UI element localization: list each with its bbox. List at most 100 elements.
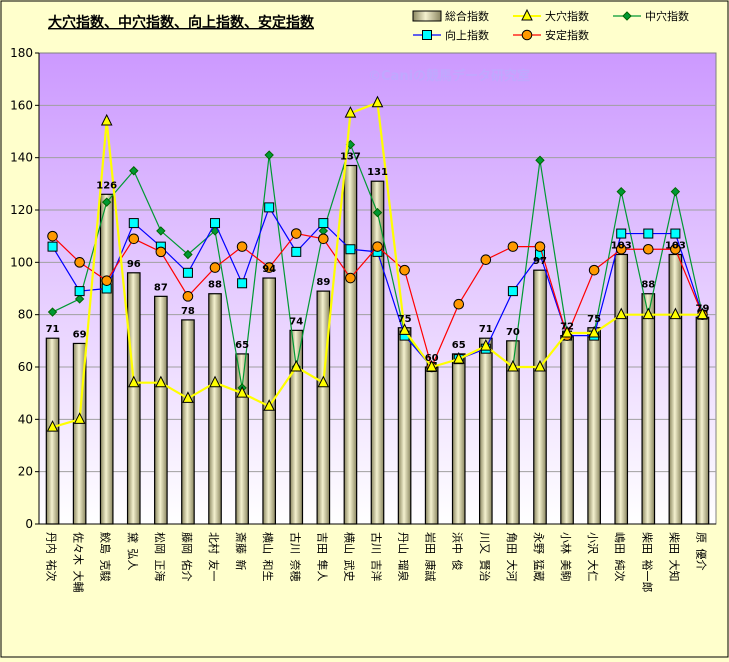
point <box>616 228 627 239</box>
point <box>155 375 167 388</box>
data-label: 88 <box>208 280 222 291</box>
x-tick-label: 角田 大河 <box>505 532 519 582</box>
data-label: 87 <box>154 282 168 293</box>
bar <box>587 327 601 525</box>
legend-label: 向上指数 <box>445 28 489 42</box>
data-label: 75 <box>587 314 601 325</box>
bar <box>451 353 466 525</box>
point <box>264 202 275 213</box>
point <box>128 218 139 229</box>
point <box>480 338 492 351</box>
bar <box>289 329 304 525</box>
y-tick-label: 60 <box>18 360 33 374</box>
data-label: 74 <box>289 316 303 327</box>
point <box>236 241 248 252</box>
bar <box>641 293 656 525</box>
legend-label: 安定指数 <box>545 28 589 42</box>
data-label: 75 <box>398 314 412 325</box>
x-tick-label: 鮫島 克駿 <box>99 532 113 582</box>
point <box>643 243 654 255</box>
y-tick-label: 180 <box>10 46 33 60</box>
point <box>182 391 194 403</box>
y-tick-label: 0 <box>25 517 33 531</box>
axis-layer: 0 20 40 60 80 100 120 140 160 180 丹内 祐次 佐々木 大輔 鮫島 克駿… <box>10 46 716 593</box>
point <box>74 294 85 304</box>
point <box>100 113 113 126</box>
bar <box>316 290 331 525</box>
line-layer <box>46 95 709 432</box>
data-label: 60 <box>425 353 439 364</box>
point <box>318 233 329 245</box>
data-label: 97 <box>533 256 547 267</box>
data-label: 70 <box>506 327 520 338</box>
x-tick-label: 北村 友一 <box>207 532 221 582</box>
point <box>399 264 410 276</box>
data-label: 69 <box>73 329 87 340</box>
point <box>182 291 194 302</box>
bar <box>181 319 195 525</box>
bar <box>614 253 629 525</box>
y-tick-label: 100 <box>10 255 33 269</box>
point <box>615 243 627 255</box>
x-tick-label: 嶋田 純次 <box>613 532 627 582</box>
point <box>129 166 139 176</box>
data-label: 88 <box>641 280 655 291</box>
point <box>263 262 275 273</box>
x-tick-label: 川又 賢治 <box>478 532 492 582</box>
x-tick-label: 丹山 瑠泉 <box>397 532 411 582</box>
chart-title: 大穴指数、中穴指数、向上指数、安定指数 <box>48 14 315 31</box>
point <box>507 359 519 372</box>
point <box>372 241 383 252</box>
point <box>588 264 600 276</box>
point <box>670 243 681 255</box>
x-tick-label: 吉田 隼人 <box>315 532 329 582</box>
point <box>670 228 681 239</box>
y-tick-label: 80 <box>18 308 33 322</box>
point <box>669 307 682 320</box>
point <box>521 29 533 41</box>
bar <box>424 366 439 525</box>
x-tick-label: 柴田 大知 <box>667 532 681 582</box>
x-tick-label: 丹内 祐次 <box>45 532 59 582</box>
x-tick-label: 横山 武史 <box>342 532 356 582</box>
point <box>622 11 632 21</box>
x-tick-label: 藤岡 佑介 <box>180 532 194 582</box>
data-label: 126 <box>96 180 117 191</box>
data-label: 89 <box>316 277 330 288</box>
point <box>696 307 709 320</box>
data-label: 94 <box>262 264 276 275</box>
point <box>422 30 432 40</box>
bar <box>154 295 168 525</box>
data-label: 79 <box>695 303 709 314</box>
point <box>507 241 519 252</box>
point <box>101 275 112 286</box>
point <box>534 241 546 252</box>
bar <box>235 353 249 525</box>
y-tick-label: 120 <box>10 203 33 217</box>
point <box>318 218 329 229</box>
data-label: 65 <box>452 340 466 351</box>
legend-label: 総合指数 <box>445 9 489 23</box>
point <box>47 241 58 252</box>
point <box>183 249 193 260</box>
x-tick-label: 黛 弘人 <box>126 532 139 571</box>
point <box>507 286 518 297</box>
bar <box>126 272 141 525</box>
point <box>209 375 221 388</box>
x-tick-label: 古川 奈穂 <box>288 532 302 582</box>
point <box>521 8 533 21</box>
data-label: 71 <box>479 324 493 335</box>
y-tick-label: 40 <box>18 412 33 426</box>
point <box>588 325 600 338</box>
bar <box>99 193 114 525</box>
x-tick-label: 岩田 康誠 <box>424 532 438 582</box>
point <box>534 359 546 372</box>
label-layer: 71 69 126 96 87 78 88 65 94 74 89 137 131 75 60 65 71 70 9… <box>46 152 710 364</box>
point <box>561 325 573 338</box>
point <box>670 186 681 197</box>
data-label: 96 <box>127 259 141 270</box>
point <box>480 254 492 266</box>
point <box>290 228 302 239</box>
